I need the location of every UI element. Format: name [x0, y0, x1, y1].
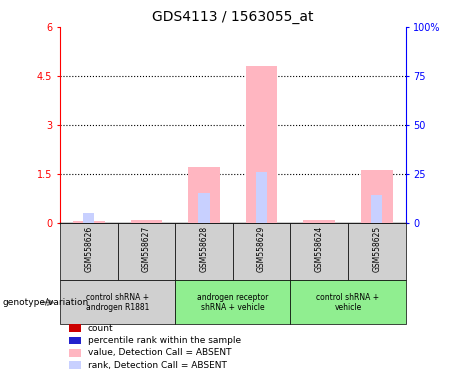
Bar	[188, 167, 220, 223]
Bar	[246, 66, 278, 223]
Text: GSM558624: GSM558624	[315, 225, 324, 272]
Bar	[83, 213, 95, 223]
Bar	[361, 170, 393, 223]
Text: rank, Detection Call = ABSENT: rank, Detection Call = ABSENT	[88, 361, 226, 370]
Bar	[303, 220, 335, 223]
Text: control shRNA +
androgen R1881: control shRNA + androgen R1881	[86, 293, 149, 312]
Text: value, Detection Call = ABSENT: value, Detection Call = ABSENT	[88, 348, 231, 358]
Text: count: count	[88, 324, 113, 333]
Bar	[130, 220, 162, 223]
Text: GSM558627: GSM558627	[142, 225, 151, 272]
Text: genotype/variation: genotype/variation	[2, 298, 89, 307]
Text: control shRNA +
vehicle: control shRNA + vehicle	[317, 293, 379, 312]
Bar	[73, 221, 105, 223]
Title: GDS4113 / 1563055_at: GDS4113 / 1563055_at	[152, 10, 313, 25]
Text: androgen receptor
shRNA + vehicle: androgen receptor shRNA + vehicle	[197, 293, 268, 312]
Text: GSM558625: GSM558625	[372, 225, 381, 272]
Bar	[256, 172, 267, 223]
Bar	[198, 194, 210, 223]
Text: GSM558628: GSM558628	[200, 225, 208, 272]
Bar	[371, 195, 383, 223]
Text: GSM558626: GSM558626	[84, 225, 93, 272]
Text: percentile rank within the sample: percentile rank within the sample	[88, 336, 241, 345]
Text: GSM558629: GSM558629	[257, 225, 266, 272]
